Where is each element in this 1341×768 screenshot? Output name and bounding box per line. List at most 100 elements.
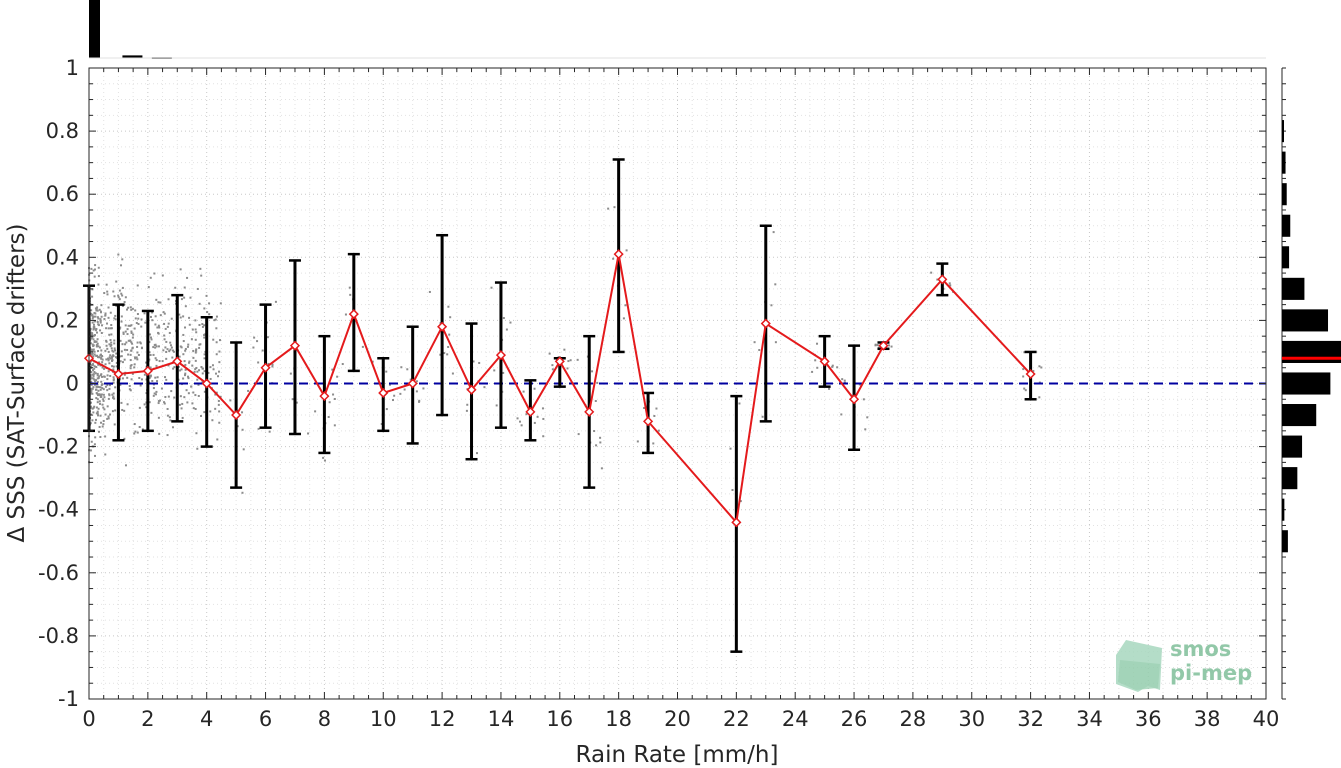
scatter-point [99, 354, 102, 357]
scatter-point [194, 359, 197, 362]
scatter-point [103, 318, 106, 321]
data-marker [260, 362, 271, 373]
scatter-point [596, 381, 599, 384]
scatter-point [172, 426, 175, 429]
scatter-point [107, 359, 110, 362]
scatter-point [99, 394, 102, 397]
scatter-point [92, 345, 95, 348]
scatter-point [90, 387, 93, 390]
scatter-point [121, 343, 124, 346]
scatter-point [399, 392, 402, 395]
scatter-point [106, 405, 109, 408]
scatter-point [108, 387, 111, 390]
data-marker [348, 309, 359, 320]
scatter-point [90, 440, 93, 443]
x-tick-labels: 0 2 4 6 8 10 12 14 16 18 20 22 24 26 28 30 32 34 36 38 40 [82, 707, 1279, 731]
right-histogram-bar [1282, 467, 1298, 490]
scatter-point [109, 339, 112, 342]
scatter-point [165, 350, 168, 353]
scatter-point [738, 402, 741, 405]
scatter-point [151, 319, 154, 322]
scatter-point [101, 361, 104, 364]
scatter-point [195, 349, 198, 352]
data-marker [231, 409, 242, 421]
scatter-point [196, 287, 199, 290]
scatter-point [105, 283, 108, 286]
scatter-point [104, 349, 107, 352]
scatter-point [106, 417, 109, 420]
scatter-point [121, 361, 124, 364]
scatter-point [127, 324, 130, 327]
scatter-point [184, 347, 187, 350]
scatter-point [90, 391, 93, 394]
scatter-point [163, 338, 166, 341]
scatter-point [843, 379, 846, 382]
scatter-point [184, 305, 187, 308]
scatter-point [100, 357, 103, 360]
scatter-point [428, 290, 431, 293]
scatter-point [97, 389, 100, 392]
scatter-point [89, 406, 92, 409]
scatter-point [93, 405, 96, 408]
scatter-point [106, 374, 109, 377]
scatter-point [149, 315, 152, 318]
scatter-point [152, 353, 155, 356]
scatter-point [120, 350, 123, 353]
scatter-point [190, 385, 193, 388]
scatter-point [203, 324, 206, 327]
scatter-point [180, 368, 183, 371]
scatter-point [218, 421, 221, 424]
scatter-point [465, 409, 468, 412]
scatter-point [409, 378, 412, 381]
scatter-point [124, 296, 127, 299]
scatter-point [98, 394, 101, 397]
scatter-point [593, 430, 596, 433]
scatter-point [215, 315, 218, 318]
scatter-point [115, 304, 118, 307]
scatter-point [157, 324, 160, 327]
scatter-point [165, 357, 168, 360]
scatter-point [103, 375, 106, 378]
scatter-point [156, 380, 159, 383]
scatter-point [99, 319, 102, 322]
scatter-point [476, 452, 479, 455]
x-tick-label: 2 [141, 707, 154, 731]
scatter-point [92, 328, 95, 331]
scatter-point [115, 352, 118, 355]
data-marker [731, 517, 742, 528]
scatter-point [129, 389, 132, 392]
axis-ticks [88, 67, 1267, 700]
scatter-point [94, 372, 97, 375]
scatter-point [95, 392, 98, 395]
scatter-point [595, 444, 598, 447]
scatter-point [106, 347, 109, 350]
scatter-point [112, 290, 115, 293]
scatter-point [169, 341, 172, 344]
scatter-point [102, 406, 105, 409]
scatter-point [256, 340, 259, 343]
scatter-point [1024, 389, 1027, 392]
scatter-point [178, 403, 181, 406]
scatter-point [99, 318, 102, 321]
scatter-point [114, 314, 117, 317]
data-markers [83, 249, 1036, 528]
scatter-point [92, 348, 95, 351]
scatter-point [94, 380, 97, 383]
scatter-point [197, 383, 200, 386]
scatter-point [170, 346, 173, 349]
scatter-point [96, 374, 99, 377]
scatter-point [134, 317, 137, 320]
scatter-point [91, 350, 94, 353]
scatter-point [862, 398, 865, 401]
scatter-point [113, 342, 116, 345]
scatter-point [192, 349, 195, 352]
scatter-point [447, 345, 450, 348]
scatter-point [295, 401, 298, 404]
x-tick-label: 38 [1194, 707, 1221, 731]
scatter-point [101, 425, 104, 428]
scatter-point [103, 367, 106, 370]
scatter-point [155, 345, 158, 348]
scatter-point [98, 400, 101, 403]
scatter-point [166, 414, 169, 417]
right-histogram-bar [1282, 435, 1303, 458]
